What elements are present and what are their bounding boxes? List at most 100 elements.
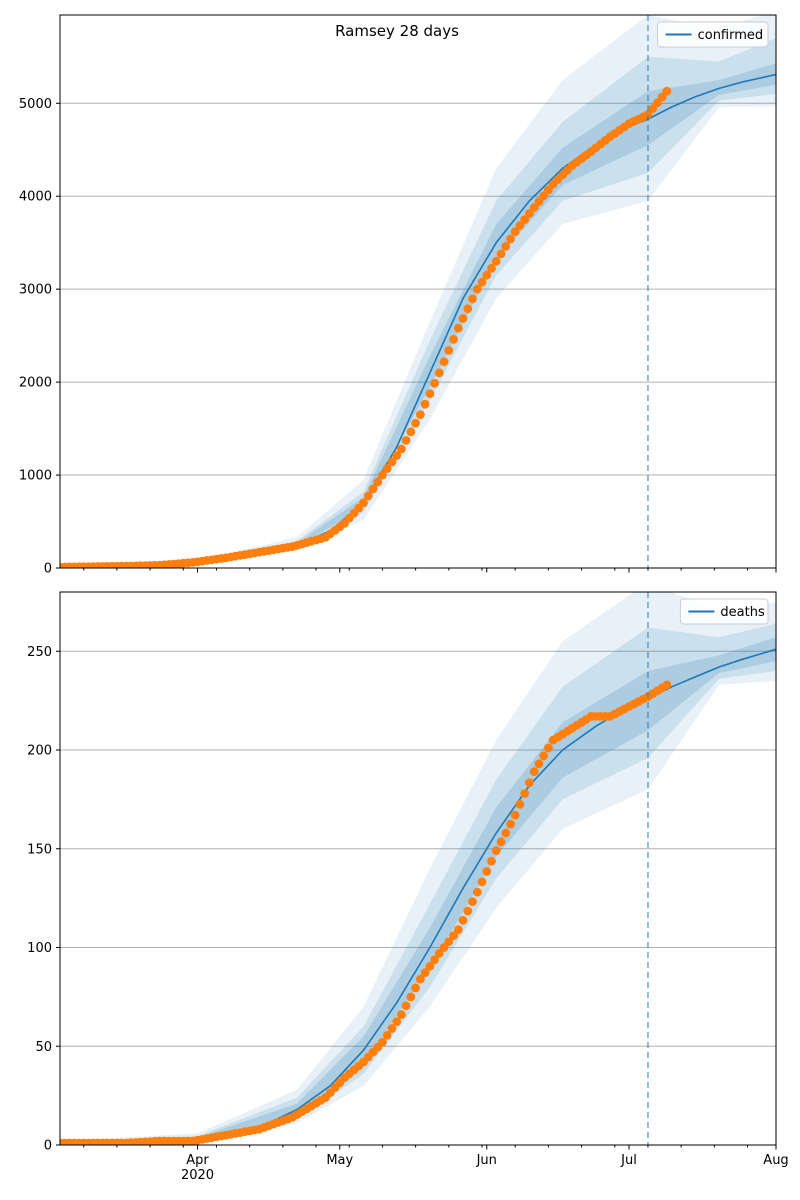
data-point [453, 925, 463, 935]
data-point [458, 915, 468, 925]
deaths-panel: 0 50 100 150 200 250 Apr 2020 May Jun Jul Aug deaths [27, 591, 789, 1183]
data-point [453, 323, 463, 333]
data-point [439, 357, 449, 367]
y-tick-label: 150 [27, 842, 52, 857]
y-tick-label: 50 [35, 1040, 52, 1055]
data-point [397, 444, 406, 454]
data-point [387, 457, 397, 467]
data-point [477, 277, 487, 287]
x-tick-label-line: 2020 [181, 1168, 214, 1183]
x-tick-label-line: Jun [476, 1153, 497, 1168]
data-point [382, 1031, 392, 1040]
data-point [387, 1024, 397, 1033]
data-point [515, 799, 525, 809]
data-point [487, 263, 496, 273]
data-point [506, 234, 515, 244]
legend: confirmed [657, 21, 769, 48]
data-point [501, 828, 511, 838]
data-point [363, 491, 373, 501]
data-point [425, 961, 435, 971]
data-point [487, 856, 496, 866]
data-point [506, 819, 515, 829]
data-point [378, 470, 387, 480]
x-tick-label-line: Apr [186, 1153, 209, 1168]
data-point [525, 778, 534, 787]
uncertainty-band-inner [60, 637, 776, 1145]
data-point [515, 221, 525, 230]
data-point [491, 846, 501, 856]
plot-area [60, 15, 776, 568]
y-tick-label: 0 [44, 562, 52, 577]
uncertainty-band-outer [60, 592, 776, 1145]
data-point [662, 680, 672, 690]
uncertainty-band-middle [60, 38, 776, 568]
legend: deaths [679, 598, 769, 625]
y-tick-label: 250 [27, 645, 52, 660]
data-point [496, 249, 506, 259]
uncertainty-band-middle [60, 623, 776, 1145]
data-point [534, 759, 544, 769]
data-point [378, 1037, 387, 1047]
data-point [468, 897, 477, 906]
data-point [491, 256, 501, 266]
data-point [368, 484, 378, 494]
data-point [472, 284, 482, 294]
data-point [392, 451, 402, 460]
legend-label: deaths [720, 605, 765, 620]
data-point [539, 751, 549, 761]
y-tick-label: 5000 [19, 97, 52, 112]
data-point [449, 931, 458, 940]
y-tick-label: 100 [27, 941, 52, 956]
data-point [648, 104, 658, 113]
data-point [420, 968, 430, 978]
legend-box [679, 598, 769, 625]
data-point [444, 346, 454, 355]
plot-area [60, 592, 776, 1145]
data-point [520, 215, 530, 224]
chart-title: Ramsey 28 days [335, 22, 459, 40]
y-tick-label: 0 [44, 1139, 52, 1154]
data-point [401, 1001, 411, 1011]
data-point [482, 867, 492, 876]
data-point [373, 477, 383, 487]
data-point [401, 436, 411, 445]
data-point [463, 906, 473, 916]
x-tick-label: Jul [620, 1153, 637, 1168]
data-point [444, 937, 454, 946]
data-point [420, 399, 430, 409]
data-point [534, 197, 544, 207]
axes-frame [59, 591, 777, 1146]
data-point [458, 314, 468, 323]
data-point [359, 498, 368, 508]
x-tick-label: May [326, 1153, 353, 1168]
y-tick-label: 1000 [19, 469, 52, 484]
x-tick-label: Apr 2020 [181, 1153, 214, 1183]
data-point [411, 983, 420, 993]
legend-box [657, 21, 769, 48]
data-point [392, 1017, 402, 1026]
confirmed-panel: 0 1000 2000 3000 4000 5000 confirmed [19, 14, 777, 577]
data-point [411, 418, 420, 428]
data-point [482, 270, 492, 280]
data-point [496, 837, 506, 847]
data-point [406, 992, 416, 1002]
data-point [463, 304, 473, 314]
data-point [525, 209, 534, 218]
axes-frame [59, 14, 777, 569]
data-point [472, 887, 482, 897]
data-point [430, 378, 439, 388]
data-point [477, 877, 487, 887]
x-tick-label-line: Aug [763, 1153, 788, 1168]
data-point [468, 294, 477, 304]
data-point [529, 767, 539, 777]
data-point [406, 427, 416, 437]
data-point [416, 974, 425, 984]
x-tick-label: Jun [476, 1153, 497, 1168]
data-point [416, 410, 425, 419]
data-point [434, 368, 444, 378]
y-tick-label: 4000 [19, 190, 52, 205]
data-point [425, 389, 435, 399]
data-point [510, 227, 520, 237]
data-point [544, 743, 553, 753]
y-tick-label: 200 [27, 744, 52, 759]
